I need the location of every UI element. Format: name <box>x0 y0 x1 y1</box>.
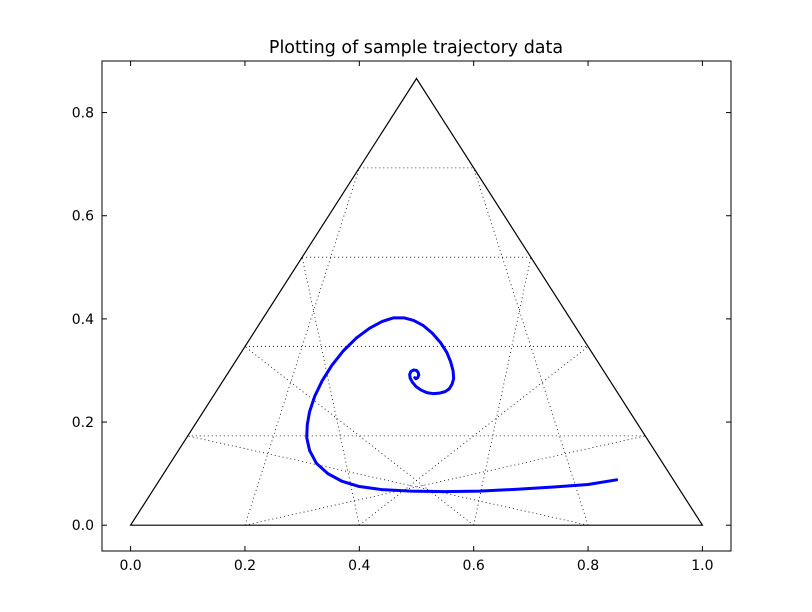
grid-line <box>244 167 360 526</box>
y-tick-label: 0.4 <box>72 312 94 328</box>
x-tick-label: 1.0 <box>691 558 713 574</box>
x-tick-label: 0.0 <box>119 558 141 574</box>
grid-line <box>473 257 532 526</box>
grid-line <box>244 435 646 526</box>
trajectory-line <box>305 316 619 494</box>
simplex-boundary <box>129 77 704 526</box>
y-tick-label: 0.6 <box>72 209 94 225</box>
grid-line <box>301 257 360 526</box>
plot-frame <box>101 60 732 552</box>
grid-line <box>187 435 589 526</box>
y-tick-label: 0.2 <box>72 415 94 431</box>
y-axis: 0.0 0.2 0.4 0.6 0.8 <box>72 106 731 534</box>
x-axis: 0.0 0.2 0.4 0.6 0.8 1.0 <box>119 61 714 574</box>
y-tick-label: 0.8 <box>72 106 94 122</box>
x-tick-label: 0.4 <box>348 558 370 574</box>
grid-line <box>244 346 474 526</box>
x-tick-label: 0.6 <box>463 558 485 574</box>
x-tick-label: 0.2 <box>234 558 256 574</box>
grid-line <box>473 167 589 526</box>
grid-line <box>359 346 589 526</box>
chart-title: Plotting of sample trajectory data <box>269 38 563 58</box>
simplex-grid <box>187 167 646 526</box>
x-tick-label: 0.8 <box>577 558 599 574</box>
y-tick-label: 0.0 <box>72 518 94 534</box>
